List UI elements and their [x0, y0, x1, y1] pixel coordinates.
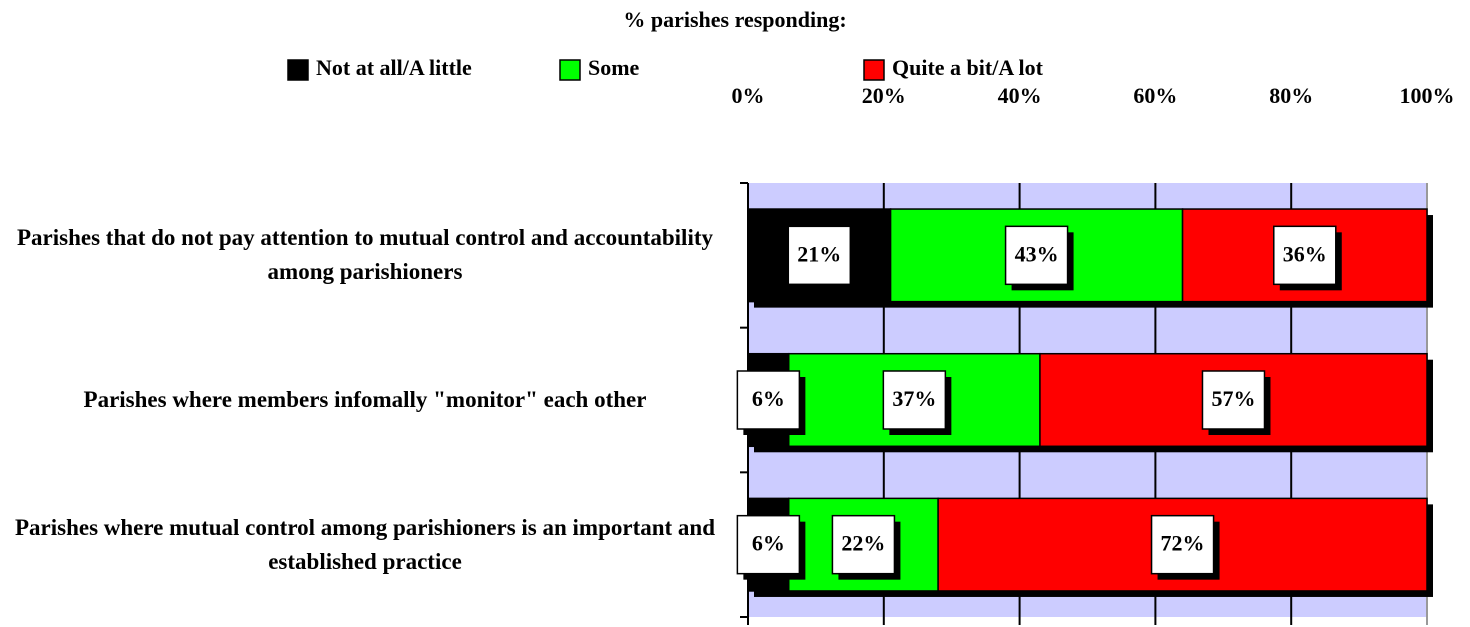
- x-tick-label: 0%: [732, 83, 765, 108]
- legend-swatch: [287, 59, 309, 81]
- legend-label: Not at all/A little: [316, 55, 472, 80]
- label-box: [831, 514, 896, 575]
- label-box: [1201, 370, 1266, 430]
- label-box: [787, 225, 852, 286]
- legend-label: Some: [588, 55, 640, 80]
- x-tick-label: 20%: [862, 83, 906, 108]
- data-label: 43%: [1015, 241, 1059, 266]
- label-box: [736, 514, 801, 575]
- x-tick-label: 100%: [1400, 83, 1455, 108]
- label-box: [736, 370, 801, 430]
- data-label: 21%: [797, 241, 841, 266]
- legend-label: Quite a bit/A lot: [892, 55, 1044, 80]
- data-label: 36%: [1283, 241, 1327, 266]
- category-label: Parishes where mutual control among pari…: [14, 514, 716, 574]
- data-label: 6%: [752, 386, 785, 411]
- legend-swatch: [559, 59, 581, 81]
- x-tick-label: 40%: [998, 83, 1042, 108]
- label-box: [1150, 514, 1215, 575]
- x-tick-label: 80%: [1269, 83, 1313, 108]
- legend-swatch: [863, 59, 885, 81]
- data-label: 37%: [892, 386, 936, 411]
- label-box: [1273, 225, 1337, 286]
- category-label: Parishes that do not pay attention to mu…: [16, 225, 713, 285]
- chart-title: % parishes responding:: [623, 7, 846, 32]
- data-label: 72%: [1161, 531, 1205, 556]
- label-box: [882, 370, 947, 430]
- category-label: Parishes where members infomally "monito…: [83, 387, 647, 412]
- data-label: 22%: [841, 531, 885, 556]
- x-tick-label: 60%: [1133, 83, 1177, 108]
- label-box: [1004, 225, 1069, 286]
- data-label: 6%: [752, 531, 785, 556]
- data-label: 57%: [1211, 386, 1255, 411]
